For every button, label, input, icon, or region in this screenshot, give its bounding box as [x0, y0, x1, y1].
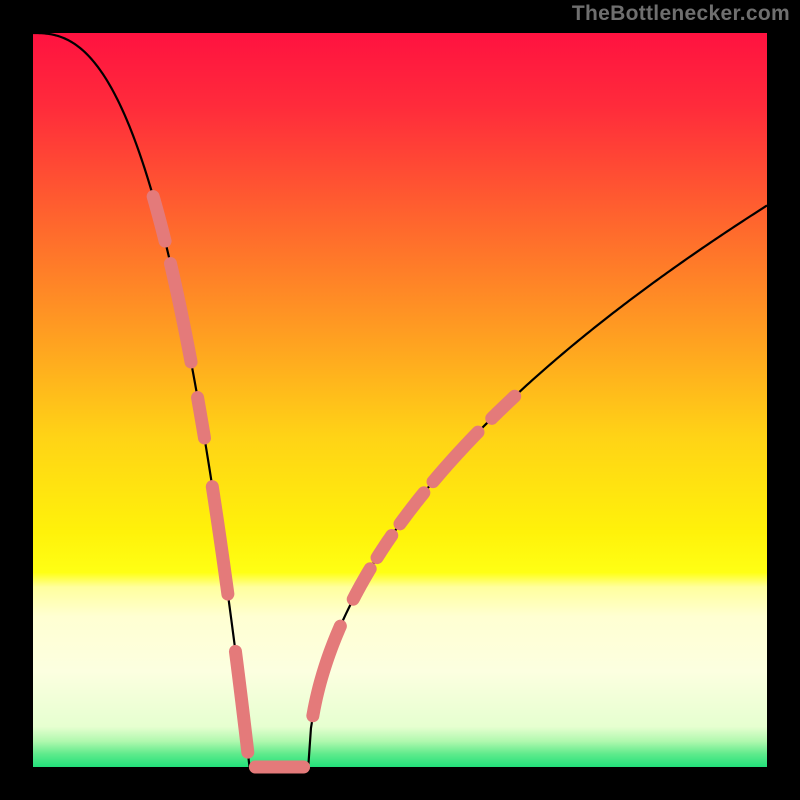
chart-svg	[0, 0, 800, 800]
plot-gradient	[33, 33, 767, 767]
pink-dash-left-2	[198, 398, 205, 438]
stage: TheBottlenecker.com	[0, 0, 800, 800]
